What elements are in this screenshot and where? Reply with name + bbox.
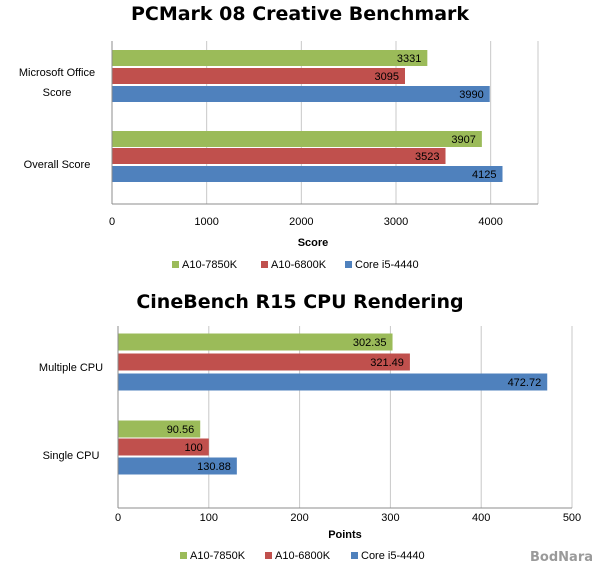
legend-swatch (265, 552, 272, 559)
x-tick-label: 2000 (289, 216, 313, 228)
x-tick-label: 300 (381, 512, 399, 524)
x-tick-label: 400 (472, 512, 490, 524)
legend-swatch (345, 261, 352, 268)
x-tick-label: 3000 (384, 216, 408, 228)
data-label: 130.88 (197, 461, 231, 473)
data-label: 90.56 (167, 424, 195, 436)
x-axis-label: Points (328, 529, 362, 541)
category-label: Score (43, 87, 72, 99)
data-label: 3095 (375, 71, 399, 83)
legend-entry: A10-7850K (190, 550, 246, 562)
legend-entry: Core i5-4440 (361, 550, 425, 562)
category-label: Multiple CPU (39, 362, 103, 374)
data-label: 321.49 (370, 357, 404, 369)
data-label: 3907 (451, 134, 475, 146)
chart-1: PCMark 08 Creative Benchmark 3331 3907 3095… (19, 3, 539, 271)
x-tick-label: 100 (200, 512, 218, 524)
bar (112, 148, 446, 164)
bar (112, 86, 490, 102)
data-label: 3990 (459, 89, 483, 101)
x-tick-label: 4000 (478, 216, 502, 228)
data-label: 472.72 (508, 377, 542, 389)
bar (118, 420, 201, 438)
x-tick-label: 500 (563, 512, 581, 524)
legend-entry: A10-6800K (271, 259, 327, 271)
x-tick-label: 1000 (194, 216, 218, 228)
watermark: BodNara (530, 550, 593, 565)
category-label: Microsoft Office (19, 67, 95, 79)
bar (112, 166, 503, 182)
bar (118, 333, 393, 351)
category-label: Single CPU (43, 450, 100, 462)
chart-title: PCMark 08 Creative Benchmark (131, 3, 469, 25)
x-tick-label: 200 (290, 512, 308, 524)
chart-title: CineBench R15 CPU Rendering (136, 291, 463, 313)
x-tick-label: 0 (109, 216, 115, 228)
legend-swatch (180, 552, 187, 559)
legend-swatch (261, 261, 268, 268)
bar (118, 457, 237, 475)
bar (112, 131, 482, 147)
legend-entry: Core i5-4440 (355, 259, 419, 271)
legend-swatch (172, 261, 179, 268)
data-label: 4125 (472, 169, 496, 181)
bar (112, 50, 428, 66)
data-label: 3331 (397, 53, 421, 65)
data-label: 3523 (415, 151, 439, 163)
legend-entry: A10-6800K (275, 550, 331, 562)
x-axis-label: Score (298, 237, 329, 249)
legend-entry: A10-7850K (182, 259, 238, 271)
bar (112, 68, 405, 84)
bar (118, 438, 209, 456)
category-label: Overall Score (24, 159, 91, 171)
chart-2: CineBench R15 CPU Rendering 302.35 90.56 32… (39, 291, 581, 562)
legend-swatch (351, 552, 358, 559)
bar (118, 353, 410, 371)
data-label: 100 (184, 442, 202, 454)
data-label: 302.35 (353, 337, 387, 349)
x-tick-label: 0 (115, 512, 121, 524)
bar (118, 373, 548, 391)
